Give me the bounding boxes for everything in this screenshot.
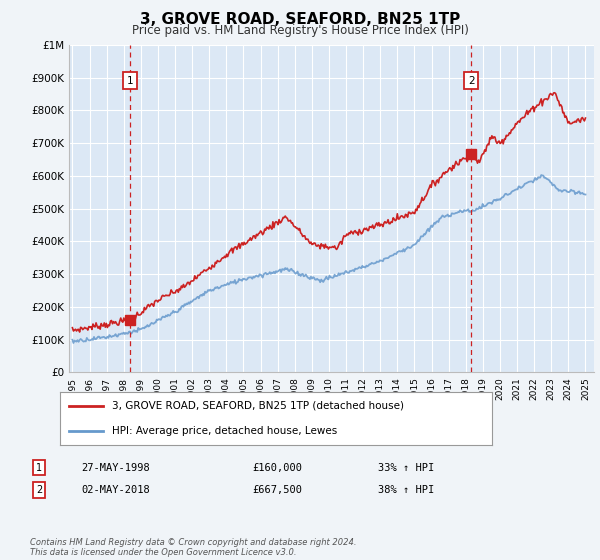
Text: 33% ↑ HPI: 33% ↑ HPI [378,463,434,473]
Text: Contains HM Land Registry data © Crown copyright and database right 2024.
This d: Contains HM Land Registry data © Crown c… [30,538,356,557]
Text: Price paid vs. HM Land Registry's House Price Index (HPI): Price paid vs. HM Land Registry's House … [131,24,469,36]
Text: £667,500: £667,500 [252,485,302,495]
Text: 27-MAY-1998: 27-MAY-1998 [81,463,150,473]
Text: 2: 2 [36,485,42,495]
Text: HPI: Average price, detached house, Lewes: HPI: Average price, detached house, Lewe… [112,426,337,436]
Text: 1: 1 [127,76,134,86]
Text: 3, GROVE ROAD, SEAFORD, BN25 1TP: 3, GROVE ROAD, SEAFORD, BN25 1TP [140,12,460,27]
Text: 3, GROVE ROAD, SEAFORD, BN25 1TP (detached house): 3, GROVE ROAD, SEAFORD, BN25 1TP (detach… [112,401,404,411]
Text: £160,000: £160,000 [252,463,302,473]
Text: 1: 1 [36,463,42,473]
Text: 38% ↑ HPI: 38% ↑ HPI [378,485,434,495]
Text: 2: 2 [468,76,475,86]
Text: 02-MAY-2018: 02-MAY-2018 [81,485,150,495]
